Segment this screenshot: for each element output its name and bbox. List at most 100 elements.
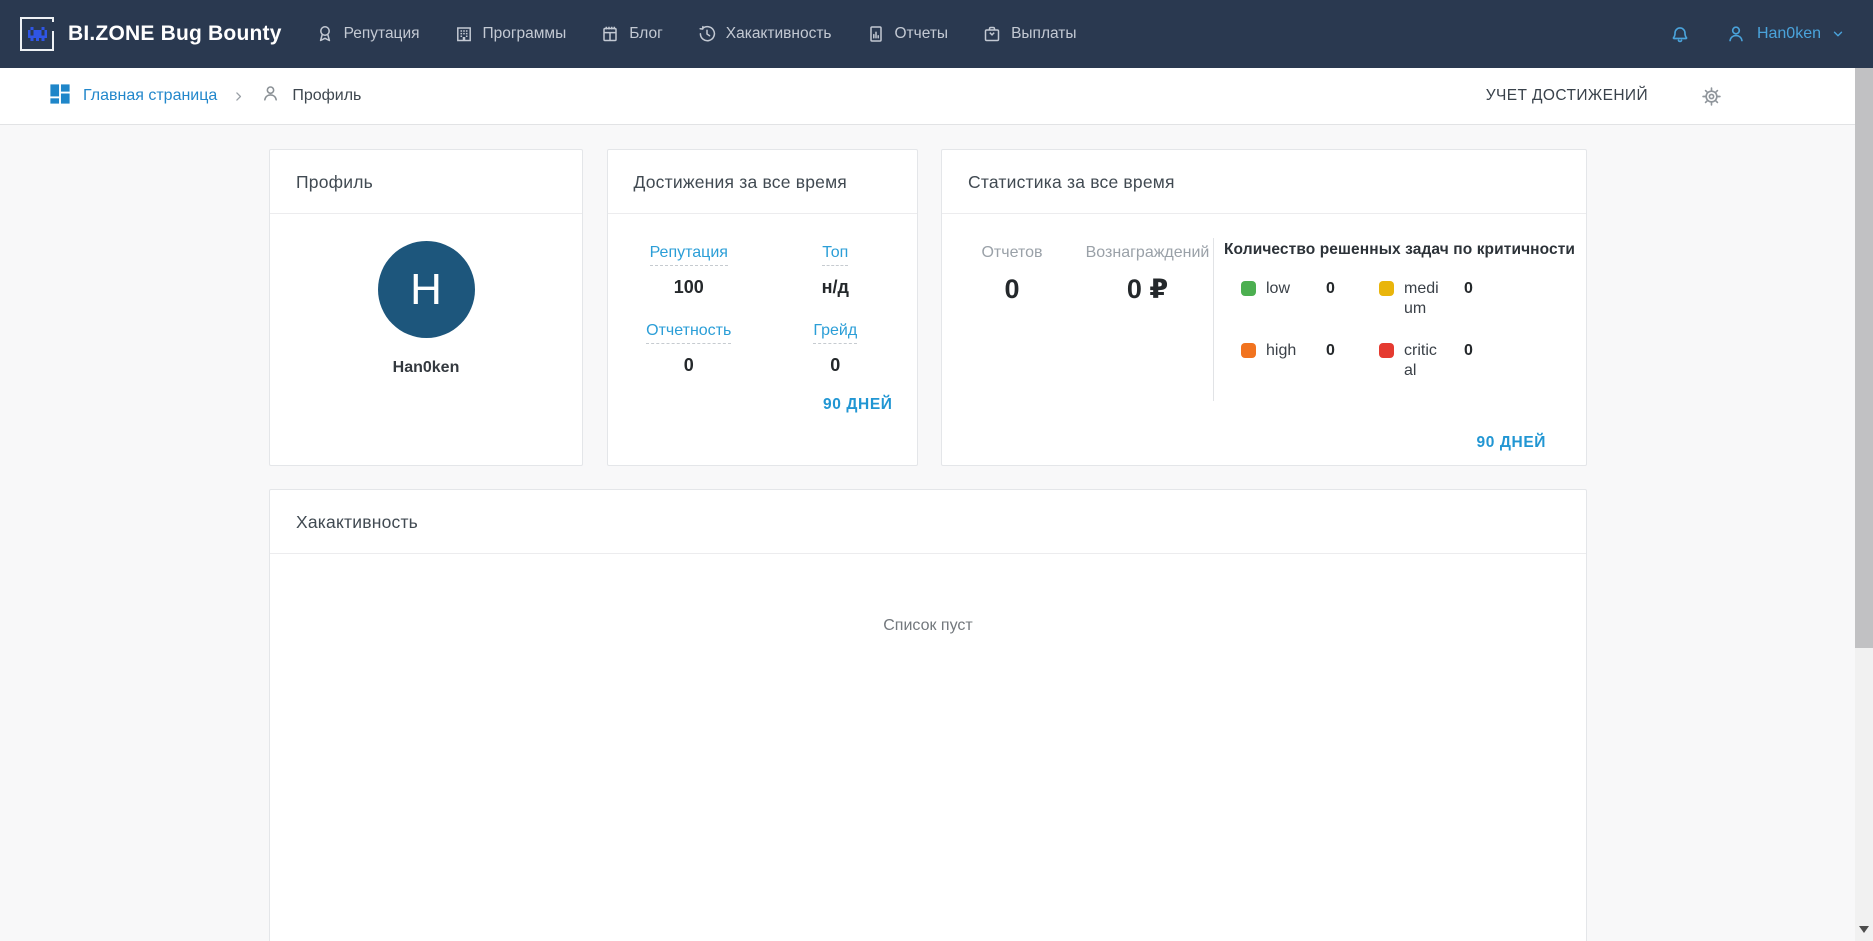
history-icon <box>697 24 717 44</box>
breadcrumb-home-link[interactable]: Главная страница <box>48 82 217 111</box>
stat-reporting: Отчетность 0 <box>616 322 763 376</box>
statistics-card-body: Отчетов 0 Вознаграждений 0 ₽ Количество … <box>942 214 1586 401</box>
stat-value-top: н/д <box>821 277 849 297</box>
severity-label-critical: critical <box>1404 342 1437 379</box>
high-swatch-icon <box>1241 343 1256 358</box>
severity-label-high: high <box>1266 342 1297 359</box>
stat-rewards-total: Вознаграждений 0 ₽ <box>1082 244 1213 305</box>
user-icon <box>1725 23 1747 45</box>
statistics-90-days-link[interactable]: 90 ДНЕЙ <box>1476 434 1546 451</box>
nav-item-programs[interactable]: Программы <box>437 24 584 44</box>
breadcrumb-bar: Главная страница Профиль УЧЕТ ДОСТИЖЕНИЙ <box>0 68 1855 125</box>
hackactivity-card: Хакактивность Список пуст <box>269 489 1587 941</box>
medium-swatch-icon <box>1379 281 1394 296</box>
breadcrumb: Главная страница Профиль <box>48 82 361 111</box>
statistics-card-title: Статистика за все время <box>942 150 1586 214</box>
achievements-card: Достижения за все время Репутация 100 То… <box>606 149 918 466</box>
breadcrumb-separator-icon <box>232 90 245 103</box>
nav-label: Выплаты <box>1011 25 1077 42</box>
severity-label-low: low <box>1266 280 1291 297</box>
achievements-90-days-link[interactable]: 90 ДНЕЙ <box>823 396 893 413</box>
breadcrumb-home-label: Главная страница <box>83 87 218 104</box>
nav-item-payments[interactable]: Выплаты <box>965 24 1093 44</box>
username: Han0ken <box>1756 25 1821 42</box>
nav-label: Репутация <box>343 25 420 42</box>
stat-label-rewards: Вознаграждений <box>1085 244 1210 261</box>
profile-card-title: Профиль <box>270 150 582 214</box>
stat-top: Топ н/д <box>762 244 909 298</box>
profile-card: Профиль H Han0ken <box>269 149 583 466</box>
bizone-logo-icon <box>20 17 54 51</box>
stat-label-reporting[interactable]: Отчетность <box>646 322 732 344</box>
severity-item-medium: medium 0 <box>1379 279 1475 319</box>
profile-card-body: H Han0ken <box>270 214 582 377</box>
profile-username: Han0ken <box>392 359 460 376</box>
breadcrumb-current-label: Профиль <box>292 87 362 104</box>
severity-title: Количество решенных задач по критичности <box>1224 241 1576 258</box>
achievements-grid: Репутация 100 Топ н/д Отчетность 0 Грейд… <box>608 214 917 376</box>
notifications-bell-icon[interactable] <box>1669 23 1691 45</box>
stat-reputation: Репутация 100 <box>616 244 763 298</box>
stat-label-reports: Отчетов <box>981 244 1043 261</box>
statistics-totals: Отчетов 0 Вознаграждений 0 ₽ <box>942 214 1213 401</box>
app-title: BI.ZONE Bug Bounty <box>68 22 282 45</box>
payments-icon <box>982 24 1002 44</box>
hackactivity-card-title: Хакактивность <box>270 490 1586 554</box>
breadcrumb-bar-right: УЧЕТ ДОСТИЖЕНИЙ <box>1486 85 1723 108</box>
nav-item-reputation[interactable]: Репутация <box>298 24 437 44</box>
critical-swatch-icon <box>1379 343 1394 358</box>
scrollbar-thumb[interactable] <box>1855 68 1873 648</box>
low-swatch-icon <box>1241 281 1256 296</box>
stat-value-reports: 0 <box>1004 274 1020 304</box>
severity-label-medium: medium <box>1404 280 1439 317</box>
stat-grade: Грейд 0 <box>762 322 909 376</box>
achievements-log-link[interactable]: УЧЕТ ДОСТИЖЕНИЙ <box>1485 87 1648 104</box>
summary-cards-row: Профиль H Han0ken Достижения за все врем… <box>269 149 1587 466</box>
scrollbar-down-arrow-icon[interactable] <box>1855 926 1873 933</box>
severity-value-medium: 0 <box>1464 280 1473 297</box>
nav-label: Отчеты <box>894 25 949 42</box>
brand-logo[interactable]: BI.ZONE Bug Bounty <box>20 17 282 51</box>
building-icon <box>454 24 474 44</box>
severity-item-high: high 0 <box>1241 341 1337 381</box>
severity-value-critical: 0 <box>1464 342 1473 359</box>
stat-value-reporting: 0 <box>683 355 694 375</box>
severity-item-critical: critical 0 <box>1379 341 1475 381</box>
navbar-right: Han0ken <box>1669 23 1845 45</box>
stat-value-grade: 0 <box>830 355 841 375</box>
main-content: Профиль H Han0ken Достижения за все врем… <box>0 125 1587 941</box>
dashboard-grid-icon <box>48 82 72 111</box>
severity-value-low: 0 <box>1326 280 1335 297</box>
vertical-scrollbar[interactable] <box>1855 68 1873 941</box>
breadcrumb-current: Профиль <box>260 83 361 109</box>
statistics-card: Статистика за все время Отчетов 0 Вознаг… <box>941 149 1587 466</box>
stat-label-grade[interactable]: Грейд <box>813 322 858 344</box>
stat-label-reputation[interactable]: Репутация <box>649 244 728 266</box>
nav-label: Блог <box>629 25 663 42</box>
stat-value-rewards: 0 ₽ <box>1126 274 1169 304</box>
empty-list-text: Список пуст <box>883 617 973 634</box>
nav-label: Программы <box>482 25 567 42</box>
chevron-down-icon <box>1831 27 1845 41</box>
notebook-icon <box>600 24 620 44</box>
nav-item-blog[interactable]: Блог <box>583 24 680 44</box>
achievements-card-title: Достижения за все время <box>607 150 917 214</box>
top-navbar: BI.ZONE Bug Bounty Репутация Программы <box>0 0 1873 68</box>
vertical-divider <box>1213 238 1214 401</box>
report-icon <box>866 24 886 44</box>
stat-label-top[interactable]: Топ <box>822 244 849 266</box>
nav-item-hackactivity[interactable]: Хакактивность <box>680 24 849 44</box>
severity-item-low: low 0 <box>1241 279 1337 319</box>
severity-value-high: 0 <box>1326 342 1335 359</box>
user-menu[interactable]: Han0ken <box>1725 23 1845 45</box>
profile-person-icon <box>260 83 281 109</box>
stat-value-reputation: 100 <box>673 277 704 297</box>
stat-reports-total: Отчетов 0 <box>942 244 1082 305</box>
settings-gear-icon[interactable] <box>1700 85 1723 108</box>
award-icon <box>315 24 335 44</box>
avatar: H <box>377 241 475 338</box>
nav-label: Хакактивность <box>725 25 832 42</box>
nav-item-reports[interactable]: Отчеты <box>849 24 966 44</box>
main-nav: Репутация Программы Блог <box>298 24 1094 44</box>
severity-legend: low 0 medium 0 high 0 <box>1241 279 1576 381</box>
